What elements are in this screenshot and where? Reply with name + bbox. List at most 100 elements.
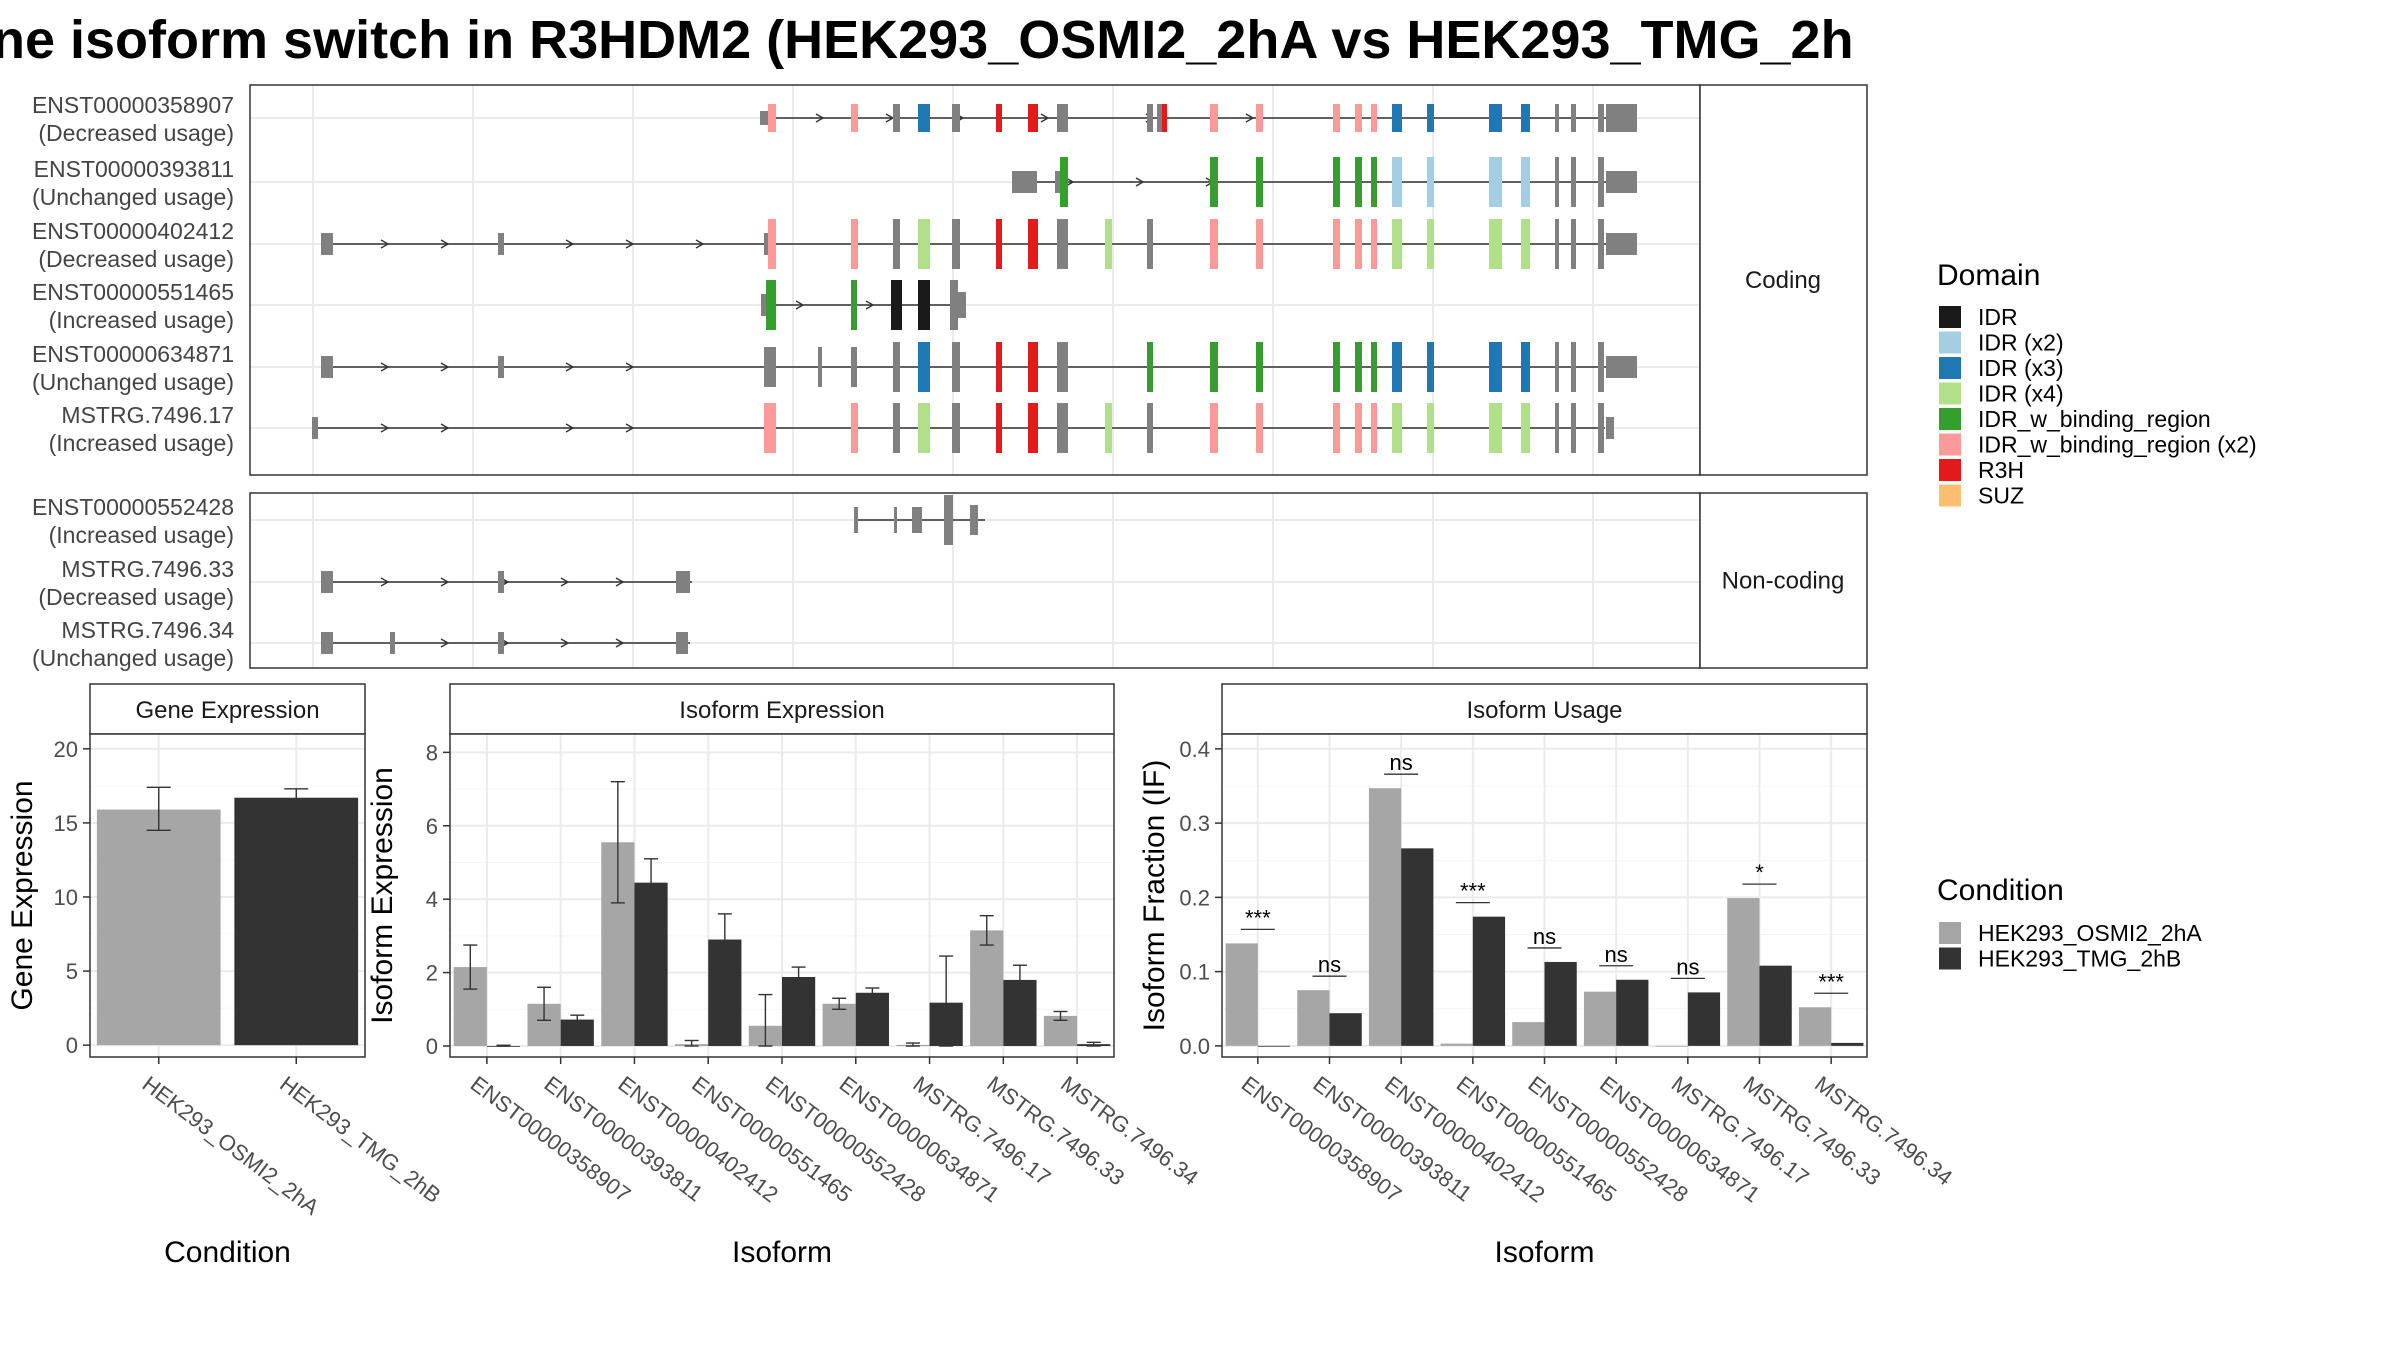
exon-box (851, 347, 857, 387)
domain-box (996, 219, 1002, 269)
transcript-usage-label: (Increased usage) (49, 522, 234, 548)
y-tick-label: 0 (66, 1033, 78, 1058)
facet-label: Coding (1745, 267, 1821, 294)
significance-label: *** (1460, 879, 1486, 904)
domain-box (1333, 342, 1340, 392)
exon-box (1598, 157, 1604, 207)
domain-box (1427, 104, 1434, 132)
legend-key (1939, 484, 1961, 507)
domain-box (1521, 104, 1530, 132)
intron-arrow (560, 577, 570, 587)
transcript-usage-label: (Decreased usage) (38, 584, 234, 610)
bar (782, 976, 816, 1046)
transcript-id-label: ENST00000634871 (32, 341, 234, 367)
exon-box (1571, 403, 1576, 453)
intron-arrow (615, 577, 625, 587)
exon-box (321, 632, 333, 654)
intron-arrow (380, 577, 390, 587)
intron-arrow (380, 362, 390, 372)
bar (1544, 961, 1577, 1046)
legend-title: Condition (1937, 874, 2064, 907)
domain-box (891, 280, 902, 330)
significance-label: *** (1245, 905, 1271, 930)
significance-label: ns (1318, 952, 1341, 977)
y-tick-label: 6 (426, 814, 438, 839)
exon-box (1598, 342, 1604, 392)
y-axis-title: Gene Expression (6, 780, 39, 1010)
exon-box (1555, 157, 1559, 207)
transcript-MSTRG.7496.17: MSTRG.7496.17(Increased usage) (49, 402, 1614, 456)
exon-box (1057, 342, 1068, 392)
domain-box (1028, 104, 1038, 132)
intron-arrow (1135, 177, 1145, 187)
y-tick-label: 2 (426, 961, 438, 986)
y-tick-label: 15 (54, 811, 78, 836)
domain-box (1371, 219, 1377, 269)
domain-box (1489, 342, 1502, 392)
facet-label: Isoform Usage (1466, 697, 1622, 724)
significance-label: ns (1605, 942, 1628, 967)
legend-key (1939, 947, 1961, 970)
domain-box (918, 342, 930, 392)
y-tick-label: 0.4 (1179, 737, 1210, 762)
transcript-id-label: ENST00000552428 (32, 494, 234, 520)
exon-box (1606, 104, 1637, 132)
exon-box (1057, 219, 1068, 269)
exon-box (1571, 219, 1576, 269)
significance-label: ns (1533, 924, 1556, 949)
exon-box (321, 233, 333, 255)
intron-arrow (625, 362, 635, 372)
domain-box (1256, 342, 1263, 392)
domain-box (764, 403, 776, 453)
domain-box (1427, 342, 1434, 392)
domain-box (1392, 157, 1402, 207)
exon-box (1057, 403, 1068, 453)
intron-arrow (565, 362, 575, 372)
plot-border (89, 733, 366, 1058)
bar (1368, 788, 1402, 1046)
domain-box (1256, 219, 1263, 269)
transcript-ENST00000393811: ENST00000393811(Unchanged usage) (32, 156, 1637, 210)
exon-box (944, 495, 953, 545)
transcript-usage-label: (Decreased usage) (38, 120, 234, 146)
exon-box (818, 347, 822, 387)
y-axis-title: Isoform Expression (366, 767, 399, 1024)
intron-arrow (1245, 113, 1255, 123)
exon-box (970, 505, 978, 535)
facet-label: Non-coding (1722, 568, 1845, 595)
domain-box (1210, 342, 1218, 392)
domain-box (1147, 342, 1153, 392)
exon-box (952, 104, 960, 132)
y-tick-label: 10 (54, 885, 78, 910)
bar (1583, 991, 1617, 1046)
domain-box (996, 342, 1002, 392)
exon-box (761, 294, 770, 316)
bar (1440, 1043, 1473, 1046)
domain-box (918, 280, 930, 330)
y-tick-label: 4 (426, 887, 438, 912)
transcript-usage-label: (Increased usage) (49, 307, 234, 333)
significance-label: ns (1390, 750, 1413, 775)
intron-arrow (625, 239, 635, 249)
exon-box (1555, 342, 1559, 392)
y-tick-label: 0.0 (1179, 1034, 1210, 1059)
bar (96, 809, 221, 1046)
bar (1401, 848, 1434, 1046)
transcript-id-label: MSTRG.7496.34 (61, 617, 234, 643)
domain-box (1210, 219, 1218, 269)
intron-arrow (865, 300, 875, 310)
transcript-usage-label: (Unchanged usage) (32, 645, 234, 671)
exon-box (1555, 104, 1559, 132)
transcript-MSTRG.7496.33: MSTRG.7496.33(Decreased usage) (38, 556, 692, 610)
domain-box (1333, 403, 1340, 453)
bar (822, 1003, 856, 1046)
intron-arrow (795, 300, 805, 310)
bar (1727, 898, 1760, 1046)
significance-label: ns (1676, 954, 1699, 979)
transcript-id-label: ENST00000358907 (32, 92, 234, 118)
domain-box (1427, 157, 1434, 207)
domain-box (996, 403, 1002, 453)
bar (1329, 1013, 1362, 1046)
intron-arrow (440, 362, 450, 372)
